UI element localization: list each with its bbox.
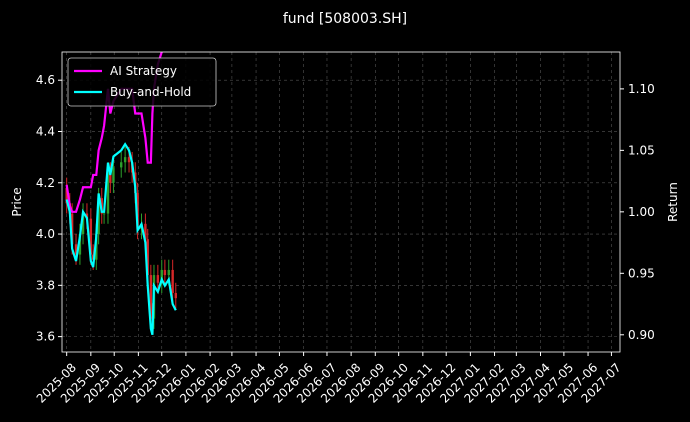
y-tick-label: 4.4 — [36, 124, 55, 138]
y-tick-label: 4.2 — [36, 176, 55, 190]
y-tick-label: 3.8 — [36, 278, 55, 292]
y2-tick-label: 0.95 — [628, 266, 655, 280]
candle-body — [97, 198, 100, 235]
candle-body — [174, 293, 177, 299]
candle-body — [127, 157, 131, 163]
y-axis-label: Price — [10, 187, 24, 216]
candle-body — [171, 269, 174, 294]
y2-tick-label: 1.00 — [628, 205, 655, 219]
plot-frame — [61, 51, 621, 353]
candle-body — [156, 275, 160, 283]
legend-label: AI Strategy — [110, 64, 177, 78]
legend-label: Buy-and-Hold — [110, 85, 191, 99]
candle-body — [163, 269, 167, 276]
legend: AI Strategy Buy-and-Hold — [67, 57, 217, 107]
legend-box — [67, 57, 217, 107]
return-line — [65, 142, 177, 336]
y2-axis-label: Return — [666, 182, 680, 222]
candle-body — [70, 213, 74, 245]
y-tick-label: 4.0 — [36, 227, 55, 241]
chart-title: fund [508003.SH] — [283, 11, 407, 27]
candle-body — [144, 223, 147, 240]
candle-body — [109, 172, 112, 183]
candle-body — [112, 167, 115, 183]
candle-body — [89, 218, 93, 255]
candle-body — [81, 213, 85, 235]
axes: 2025-082025-092025-102025-112025-122026-… — [34, 73, 655, 406]
grid — [62, 52, 620, 352]
candle-body — [160, 269, 163, 283]
y2-tick-label: 1.05 — [628, 143, 655, 157]
candle-body — [123, 157, 127, 163]
candle-body — [102, 213, 106, 215]
candle-body — [78, 234, 82, 255]
candle-body — [106, 172, 110, 214]
candle-body — [149, 275, 153, 314]
candle-body — [74, 244, 78, 255]
y2-tick-label: 1.10 — [628, 82, 655, 96]
candle-body — [65, 187, 68, 204]
candle-body — [120, 162, 123, 168]
y2-tick-label: 0.90 — [628, 328, 655, 342]
candle-body — [167, 269, 170, 276]
y-tick-label: 4.6 — [36, 73, 55, 87]
y-tick-label: 3.6 — [36, 330, 55, 344]
candle-body — [146, 239, 149, 276]
